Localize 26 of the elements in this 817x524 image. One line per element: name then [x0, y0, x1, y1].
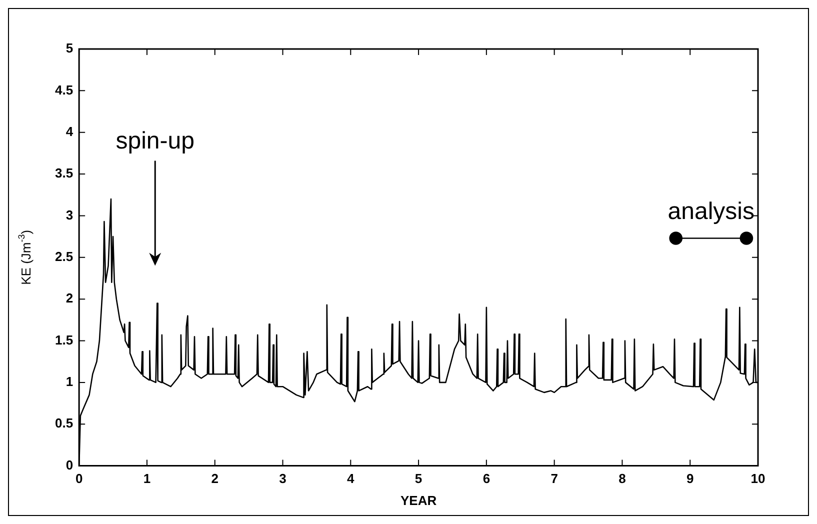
y-tick-label: 1 [66, 374, 74, 390]
y-tick-label: 3.5 [54, 166, 74, 181]
x-tick-label: 9 [686, 471, 694, 486]
x-tick-label: 7 [550, 471, 558, 486]
y-tick-label: 2 [66, 290, 74, 306]
x-tick-label: 8 [618, 471, 626, 486]
x-tick-label: 2 [211, 471, 218, 486]
x-axis-title: YEAR [400, 492, 438, 508]
y-axis-title: KE (Jm-3) [16, 230, 34, 285]
y-tick-label: 5 [66, 40, 74, 56]
x-tick-label: 0 [75, 471, 83, 486]
y-tick-label: 0 [66, 457, 74, 472]
x-tick-label: 3 [279, 471, 286, 486]
annotation: analysis [668, 198, 755, 225]
x-tick-label: 1 [143, 471, 151, 486]
x-tick-label: 10 [750, 471, 766, 486]
y-tick-label: 4 [66, 124, 74, 139]
x-tick-label: 4 [347, 471, 356, 486]
y-tick-label: 2.5 [54, 248, 74, 264]
y-tick-label: 1.5 [54, 332, 74, 348]
x-tick-label: 5 [414, 471, 422, 486]
y-tick-label: 3 [66, 207, 74, 222]
annotation: spin-up [116, 127, 194, 154]
y-tick-label: 0.5 [54, 416, 74, 431]
x-tick-label: 6 [482, 471, 490, 486]
y-tick-label: 4.5 [54, 82, 74, 98]
